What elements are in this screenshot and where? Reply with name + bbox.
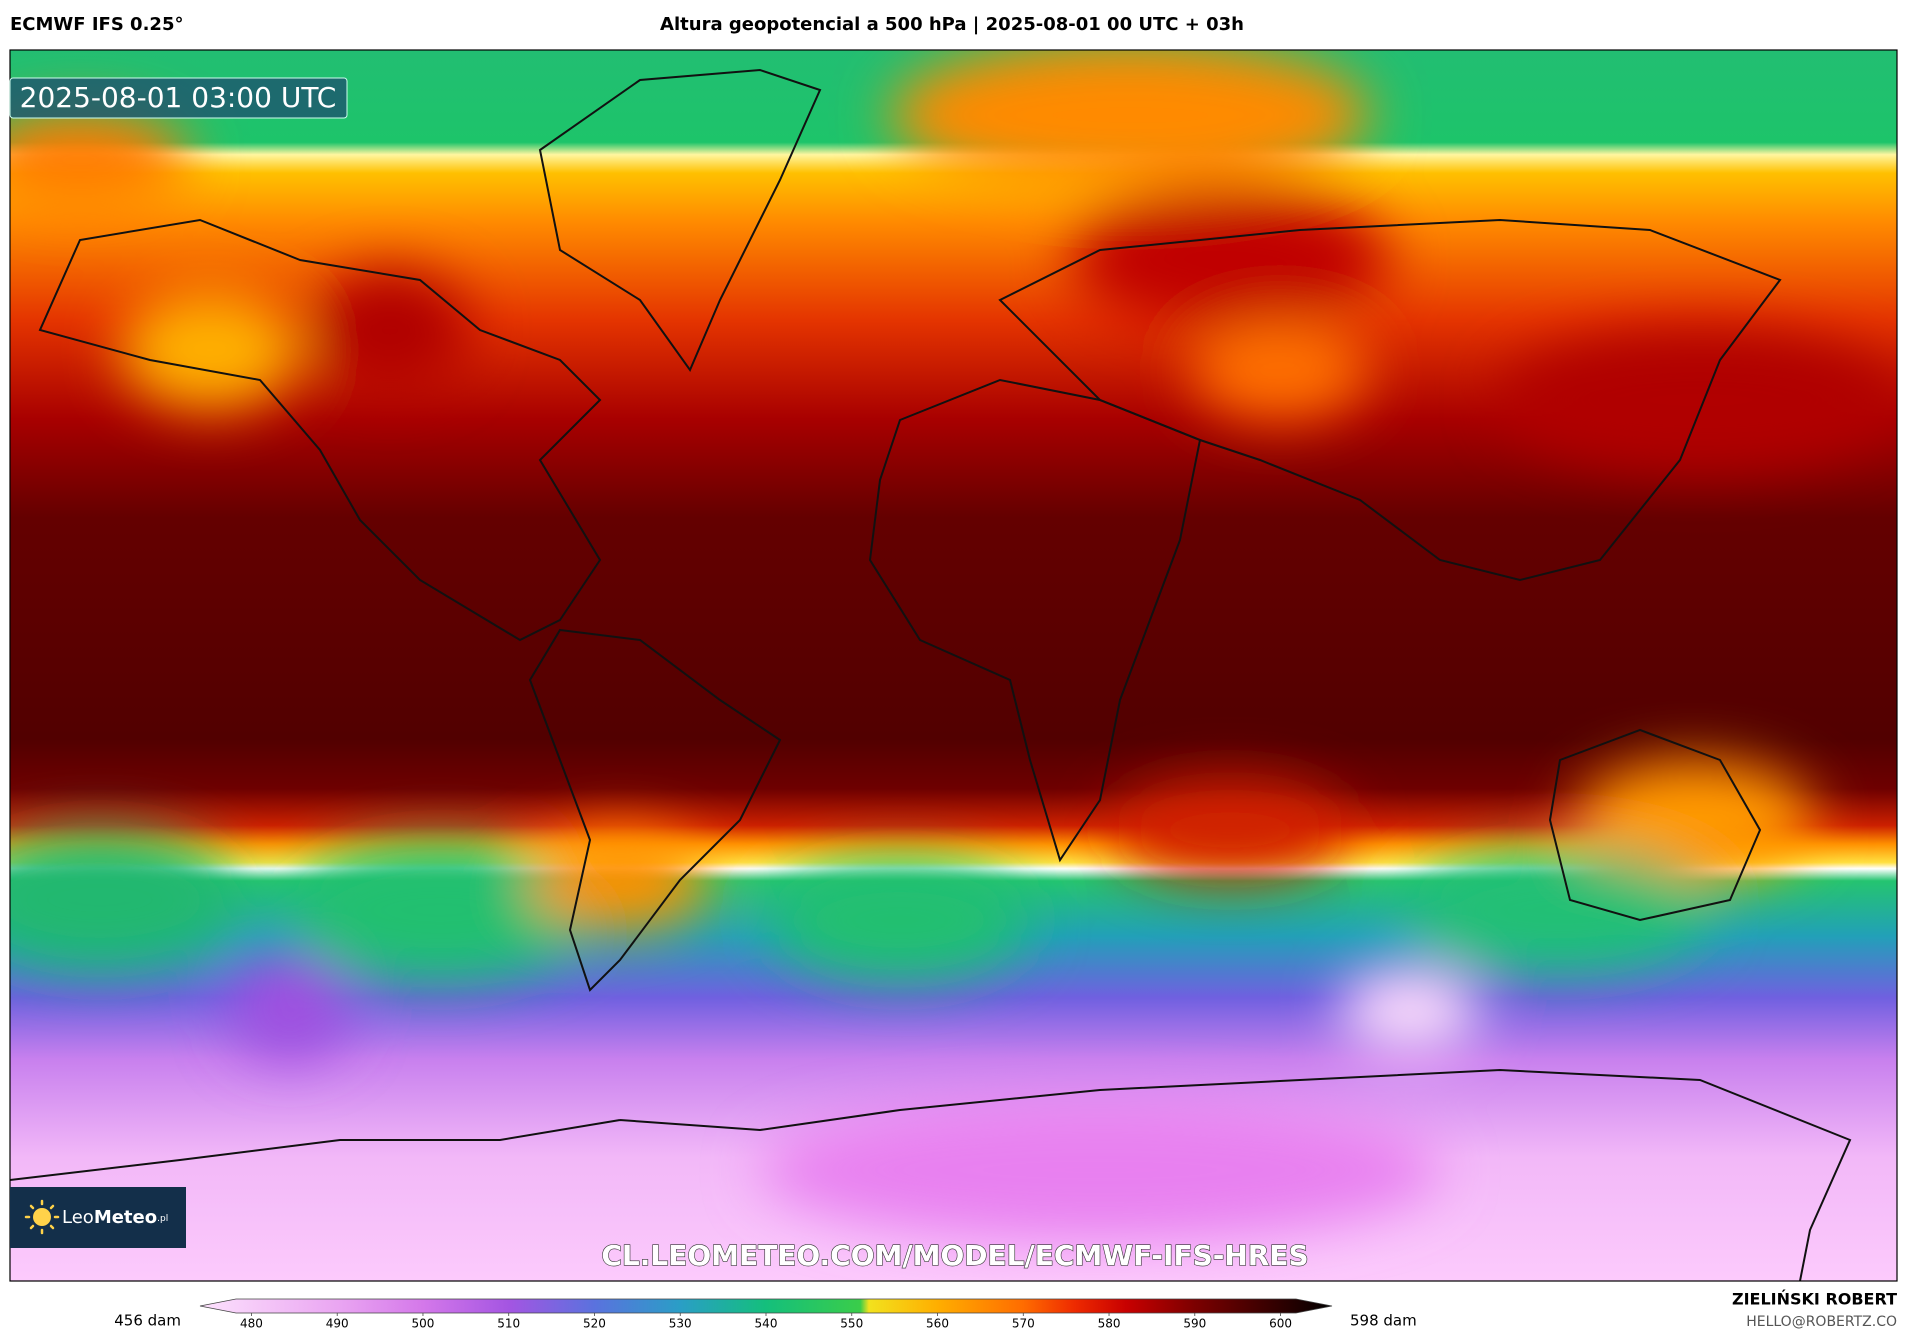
colorbar-tick-label: 520 bbox=[583, 1317, 606, 1331]
map-title: Altura geopotencial a 500 hPa | 2025-08-… bbox=[660, 14, 1244, 35]
colorbar-body bbox=[199, 1298, 1333, 1314]
author: ZIELIŃSKI ROBERT bbox=[1732, 1290, 1897, 1309]
logo-part2: Meteo bbox=[94, 1207, 157, 1228]
colorbar-min-label: 456 dam bbox=[114, 1312, 181, 1330]
colorbar-tick-label: 570 bbox=[1012, 1317, 1035, 1331]
map bbox=[10, 50, 1897, 1281]
colorbar-tick-label: 490 bbox=[326, 1317, 349, 1331]
email: HELLO@ROBERTZ.CO bbox=[1746, 1314, 1897, 1330]
colorbar-tick-label: 540 bbox=[755, 1317, 778, 1331]
colorbar: 480 490 500 510 520 530 540 550 560 570 580 590 600 bbox=[199, 1298, 1333, 1331]
colorbar-max-label: 598 dam bbox=[1350, 1312, 1417, 1330]
colorbar-tick-label: 510 bbox=[497, 1317, 520, 1331]
map-frame bbox=[9, 49, 1898, 1282]
colorbar-tick-label: 590 bbox=[1183, 1317, 1206, 1331]
logo-text: LeoMeteo.pl bbox=[62, 1207, 168, 1228]
logo-sun bbox=[24, 1199, 60, 1235]
model-label: ECMWF IFS 0.25° bbox=[10, 14, 183, 35]
watermark: CL.LEOMETEO.COM/MODEL/ECMWF-IFS-HRES bbox=[601, 1239, 1308, 1272]
colorbar-tick-label: 530 bbox=[669, 1317, 692, 1331]
colorbar-tick-label: 480 bbox=[240, 1317, 263, 1331]
colorbar-tick-label: 550 bbox=[840, 1317, 863, 1331]
colorbar-tick-label: 600 bbox=[1269, 1317, 1292, 1331]
timestamp: 2025-08-01 03:00 UTC bbox=[20, 81, 337, 114]
logo-part1: Leo bbox=[62, 1207, 94, 1228]
timestamp-box bbox=[9, 77, 348, 119]
logo-suffix: .pl bbox=[157, 1214, 168, 1224]
colorbar-tick-label: 580 bbox=[1098, 1317, 1121, 1331]
field bbox=[10, 50, 1897, 1281]
colorbar-tick-label: 500 bbox=[412, 1317, 435, 1331]
colorbar-tick-label: 560 bbox=[926, 1317, 949, 1331]
coastlines bbox=[10, 68, 1852, 1281]
